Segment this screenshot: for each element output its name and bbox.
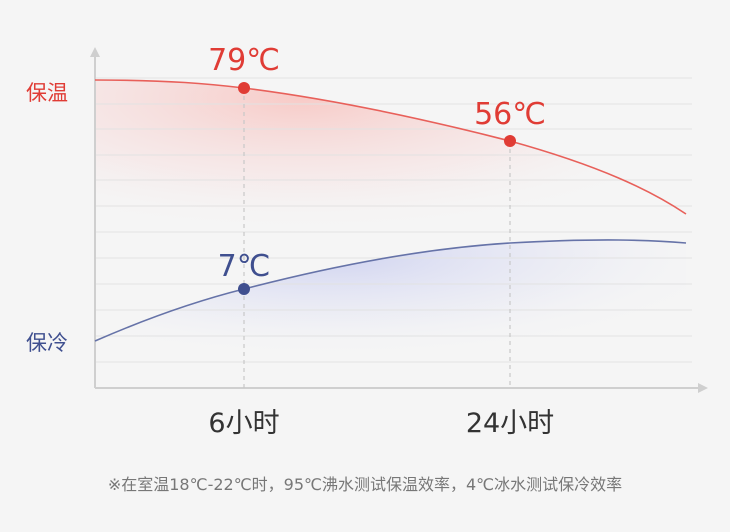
series-line-cool <box>94 239 687 342</box>
warm-area-fill <box>95 80 686 260</box>
value-label-cool-6h: 7℃ <box>218 249 271 284</box>
series-label-cool: 保冷 <box>26 331 68 355</box>
footnote: ※在室温18℃-22℃时，95℃沸水测试保温效率，4℃冰水测试保冷效率 <box>108 475 622 494</box>
x-tick-label-6h: 6小时 <box>208 408 279 439</box>
grid-lines <box>95 77 692 363</box>
series-line-warm <box>94 79 687 215</box>
value-label-warm-24h: 56℃ <box>474 97 546 132</box>
value-label-warm-6h: 79℃ <box>208 43 280 78</box>
data-point-cool-6h <box>238 283 250 295</box>
series-label-warm: 保温 <box>26 81 68 105</box>
data-point-warm-6h <box>238 82 250 94</box>
x-tick-label-24h: 24小时 <box>466 408 554 439</box>
data-point-warm-24h <box>504 135 516 147</box>
cool-area-fill <box>95 239 686 388</box>
